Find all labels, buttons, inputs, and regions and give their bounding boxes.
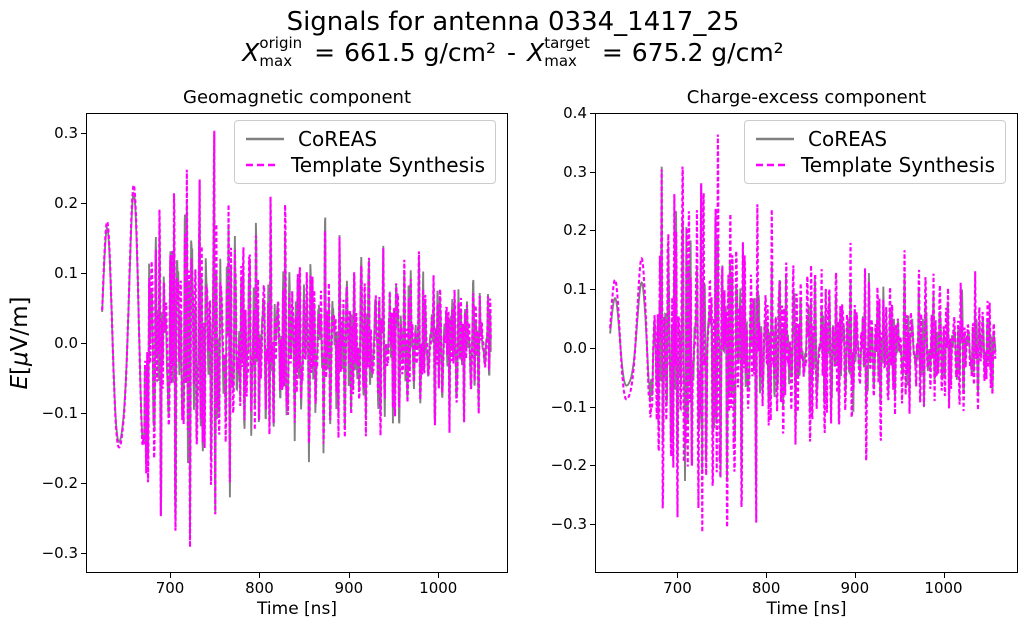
legend-entry-template-synthesis: Template Synthesis	[755, 152, 995, 178]
y-axis-label-part: E	[7, 374, 33, 390]
solid-line-swatch-icon	[246, 137, 284, 141]
x-tick-label: 700	[155, 579, 185, 597]
max-subscript: max	[259, 52, 293, 70]
y-tick-label: 0.0	[54, 334, 78, 352]
xmax-target-scripts: target max	[544, 34, 590, 70]
y-axis-label-part: V/m]	[7, 296, 33, 352]
legend-label: CoREAS	[808, 127, 888, 151]
y-tick-mark	[81, 482, 86, 484]
xmax-target-value: 675.2 g/cm²	[631, 38, 784, 67]
x-tick-mark	[943, 573, 945, 578]
series-coreas	[609, 166, 997, 483]
dashed-line-swatch-icon	[756, 163, 788, 167]
xmax-target-symbol: X	[527, 38, 545, 67]
xmax-origin-symbol: X	[242, 38, 260, 67]
subplot-geomagnetic-plot-canvas	[101, 130, 492, 548]
x-tick-label: 900	[334, 579, 364, 597]
y-tick-label: 0.1	[54, 264, 78, 283]
subplot-charge-excess-plot-canvas	[609, 134, 997, 533]
y-axis-label: E[μV/m]	[7, 296, 33, 389]
x-tick-mark	[438, 573, 440, 578]
x-tick-label: 800	[245, 579, 274, 597]
y-tick-mark	[590, 465, 595, 467]
legend-entry-coreas: CoREAS	[755, 126, 995, 152]
y-tick-mark	[81, 412, 86, 414]
y-tick-label: 0.1	[563, 280, 587, 299]
y-tick-mark	[81, 343, 86, 344]
y-tick-label: 0.3	[54, 124, 78, 143]
dashed-line-swatch-icon	[246, 163, 278, 167]
legend-label: Template Synthesis	[290, 153, 485, 177]
y-tick-mark	[590, 347, 595, 349]
origin-superscript: origin	[259, 34, 303, 52]
x-axis-label: Time [ns]	[257, 599, 337, 619]
y-tick-label: −0.3	[550, 515, 587, 534]
y-tick-mark	[81, 273, 86, 275]
series-template-synthesis	[609, 134, 997, 533]
y-tick-label: −0.2	[550, 456, 587, 475]
y-tick-mark	[590, 113, 595, 114]
figure-title: Signals for antenna 0334_1417_25	[286, 7, 740, 37]
legend-label: CoREAS	[298, 127, 378, 151]
x-tick-label: 1000	[419, 579, 458, 597]
x-tick-mark	[259, 573, 261, 578]
y-axis-label-part: [	[7, 365, 33, 375]
y-tick-label: 0.2	[54, 194, 78, 213]
xmax-origin-value: 661.5 g/cm²	[344, 38, 497, 67]
y-tick-mark	[590, 406, 595, 408]
equals-sign: =	[314, 38, 336, 67]
legend-box: CoREAS Template Synthesis	[234, 120, 496, 184]
series-template-synthesis	[101, 130, 492, 548]
x-tick-mark	[170, 573, 172, 578]
target-superscript: target	[544, 34, 590, 52]
y-tick-label: 0.0	[563, 338, 587, 357]
x-tick-mark	[766, 573, 768, 578]
x-axis-label: Time [ns]	[766, 599, 847, 619]
y-tick-label: 0.2	[563, 221, 587, 240]
x-tick-label: 1000	[924, 579, 963, 597]
max-subscript: max	[544, 52, 577, 70]
xmax-origin-scripts: origin max	[259, 34, 303, 70]
subplot-charge-excess-axes	[595, 113, 1018, 573]
legend-entry-template-synthesis: Template Synthesis	[245, 152, 485, 178]
y-tick-mark	[81, 133, 86, 135]
y-tick-mark	[590, 524, 595, 526]
solid-line-swatch-icon	[756, 137, 794, 141]
y-tick-mark	[590, 171, 595, 173]
y-tick-mark	[81, 203, 86, 205]
legend-label: Template Synthesis	[800, 153, 995, 177]
x-tick-mark	[348, 573, 350, 578]
y-tick-label: −0.3	[41, 543, 78, 562]
y-tick-mark	[590, 289, 595, 291]
x-tick-label: 700	[663, 579, 692, 597]
equals-sign: =	[601, 38, 623, 67]
x-tick-label: 800	[751, 579, 781, 597]
y-tick-label: 0.4	[563, 104, 587, 122]
subplot-title: Geomagnetic component	[182, 87, 412, 108]
y-tick-label: −0.1	[41, 403, 78, 422]
y-axis-label-part: μ	[7, 351, 33, 366]
y-tick-mark	[590, 230, 595, 232]
subplot-geomagnetic-axes	[86, 113, 508, 573]
y-tick-label: −0.2	[41, 473, 78, 492]
legend-box: CoREAS Template Synthesis	[744, 120, 1006, 184]
subplot-title: Charge-excess component	[686, 87, 927, 108]
y-tick-label: 0.3	[563, 162, 587, 181]
x-tick-label: 900	[840, 579, 870, 597]
separator-dash: -	[507, 38, 517, 67]
x-tick-mark	[854, 573, 856, 578]
y-tick-mark	[81, 552, 86, 554]
x-tick-mark	[677, 573, 679, 578]
y-tick-label: −0.1	[550, 397, 587, 416]
legend-entry-coreas: CoREAS	[245, 126, 485, 152]
